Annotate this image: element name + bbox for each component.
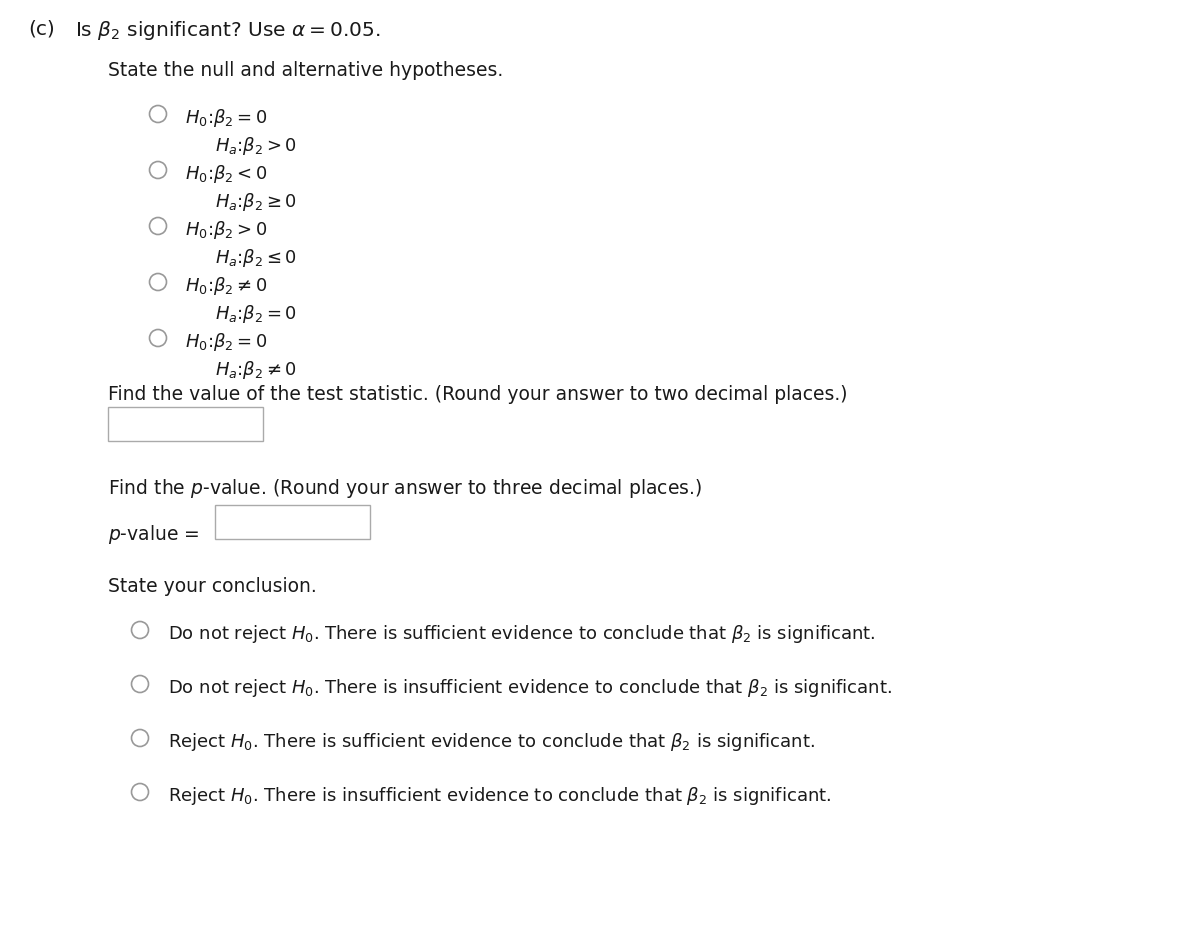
Text: $H_0\colon \beta_2 = 0$: $H_0\colon \beta_2 = 0$ bbox=[185, 331, 268, 353]
Text: $p$-value =: $p$-value = bbox=[108, 523, 202, 546]
Text: State the null and alternative hypotheses.: State the null and alternative hypothese… bbox=[108, 61, 503, 80]
Text: Do not reject $H_0$. There is sufficient evidence to conclude that $\beta_2$ is : Do not reject $H_0$. There is sufficient… bbox=[168, 623, 876, 645]
Text: $H_a\colon \beta_2 \leq 0$: $H_a\colon \beta_2 \leq 0$ bbox=[215, 247, 296, 269]
Text: Find the value of the test statistic. (Round your answer to two decimal places.): Find the value of the test statistic. (R… bbox=[108, 385, 847, 404]
Text: $H_0\colon \beta_2 < 0$: $H_0\colon \beta_2 < 0$ bbox=[185, 163, 268, 185]
Text: Do not reject $H_0$. There is insufficient evidence to conclude that $\beta_2$ i: Do not reject $H_0$. There is insufficie… bbox=[168, 677, 892, 699]
Text: $H_a\colon \beta_2 = 0$: $H_a\colon \beta_2 = 0$ bbox=[215, 303, 296, 325]
Text: $H_a\colon \beta_2 > 0$: $H_a\colon \beta_2 > 0$ bbox=[215, 135, 296, 157]
Text: $H_0\colon \beta_2 = 0$: $H_0\colon \beta_2 = 0$ bbox=[185, 107, 268, 129]
Bar bbox=[108, 407, 263, 441]
Text: Is $\beta_2$ significant? Use $\alpha = 0.05$.: Is $\beta_2$ significant? Use $\alpha = … bbox=[74, 19, 380, 42]
Text: $H_a\colon \beta_2 \geq 0$: $H_a\colon \beta_2 \geq 0$ bbox=[215, 191, 296, 213]
Text: State your conclusion.: State your conclusion. bbox=[108, 577, 317, 596]
Text: Find the $p$-value. (Round your answer to three decimal places.): Find the $p$-value. (Round your answer t… bbox=[108, 477, 702, 500]
Text: Reject $H_0$. There is insufficient evidence to conclude that $\beta_2$ is signi: Reject $H_0$. There is insufficient evid… bbox=[168, 785, 832, 807]
Text: $H_0\colon \beta_2 \neq 0$: $H_0\colon \beta_2 \neq 0$ bbox=[185, 275, 268, 297]
Bar bbox=[215, 505, 370, 539]
Text: $H_0\colon \beta_2 > 0$: $H_0\colon \beta_2 > 0$ bbox=[185, 219, 268, 241]
Text: (c): (c) bbox=[28, 19, 55, 38]
Text: Reject $H_0$. There is sufficient evidence to conclude that $\beta_2$ is signifi: Reject $H_0$. There is sufficient eviden… bbox=[168, 731, 815, 753]
Text: $H_a\colon \beta_2 \neq 0$: $H_a\colon \beta_2 \neq 0$ bbox=[215, 359, 296, 381]
